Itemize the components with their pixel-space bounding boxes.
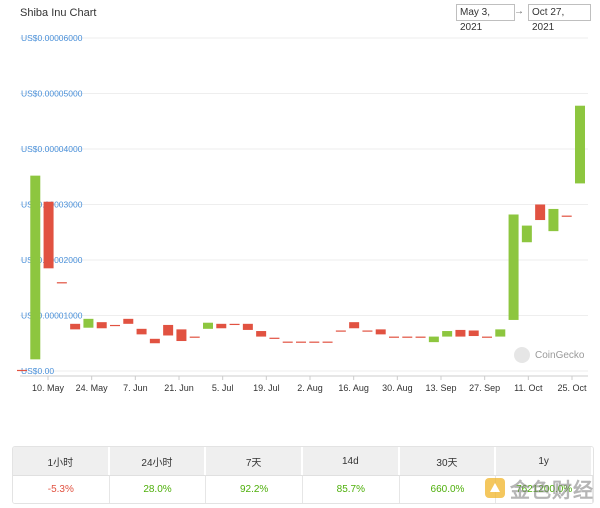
chart-watermark-text: CoinGecko [535,350,585,361]
perf-value-cell: 85.7% [302,475,400,503]
x-tick-label: 30. Aug [382,383,413,393]
perf-value-cell: 660.0% [399,475,497,503]
candle [362,330,373,332]
coingecko-logo-icon [514,347,530,363]
perf-value-cell: -5.3% [13,475,110,503]
candle [561,215,572,217]
y-tick-label: US$0.00001000 [21,311,83,321]
candle [96,322,107,329]
candle [415,336,426,338]
x-tick-label: 2. Aug [297,383,323,393]
candle [442,331,453,337]
date-range-start[interactable]: May 3, 2021 [456,4,515,33]
candle [242,323,253,330]
candle [269,337,280,339]
chart-title: Shiba Inu Chart [20,7,97,19]
perf-header-cell: 1y [496,447,593,475]
candle [136,328,147,335]
x-tick-label: 11. Oct [514,383,543,393]
perf-value-cell: 92.2% [206,475,303,503]
y-tick-label: US$0.00 [21,366,54,376]
candle [468,330,479,337]
candle [375,329,386,335]
candle [296,341,306,343]
candle [455,329,466,337]
candle [83,318,94,328]
candle [30,175,41,360]
candle [256,331,267,337]
x-tick-label: 27. Sep [469,383,500,393]
candle [548,208,559,232]
candle [389,336,399,338]
x-tick-label: 24. May [76,383,109,393]
y-tick-label: US$0.00006000 [21,33,83,43]
candle [189,336,200,338]
performance-table: 1小时 24小时 7天 14d 30天 1y -5.3% 28.0% 92.2% 85.7% 660… [12,446,594,504]
candle [428,336,439,343]
candle [282,341,293,343]
perf-value-cell: 7621200.0% [496,475,593,503]
candle [309,341,320,343]
x-tick-label: 21. Jun [164,383,194,393]
candle [163,324,174,336]
date-range-arrow: → [514,6,524,17]
candle [70,323,81,330]
candle [17,369,27,372]
y-tick-label: US$0.00004000 [21,144,83,154]
perf-header-cell: 7天 [206,447,303,475]
candle [203,322,213,329]
candle [123,318,134,324]
x-tick-label: 13. Sep [425,383,456,393]
candle [229,323,240,326]
date-range-end[interactable]: Oct 27, 2021 [528,4,591,33]
candle [349,322,360,329]
candle [43,201,54,269]
x-tick-label: 16. Aug [338,383,369,393]
candle [56,282,67,284]
candle [508,214,519,320]
candle [535,204,546,221]
candle [521,225,532,243]
perf-header-cell: 24小时 [109,447,207,475]
candle [575,105,585,184]
candle [322,341,333,343]
x-tick-label: 19. Jul [253,383,280,393]
x-tick-label: 10. May [32,383,65,393]
candle [110,324,120,327]
candle [149,338,160,344]
perf-header-cell: 30天 [399,447,497,475]
perf-value-cell: 28.0% [109,475,207,503]
x-tick-label: 25. Oct [557,383,587,393]
x-tick-label: 5. Jul [212,383,234,393]
perf-header-cell: 14d [302,447,400,475]
candle [482,336,492,338]
candle [495,329,506,337]
candlestick-chart: US$0.00US$0.00001000US$0.00002000US$0.00… [17,33,588,393]
candle [216,323,227,329]
perf-header-cell: 1小时 [13,447,110,475]
x-tick-label: 7. Jun [123,383,148,393]
y-tick-label: US$0.00005000 [21,89,83,99]
candle [176,329,187,342]
candle [335,330,346,332]
candle [402,336,413,338]
